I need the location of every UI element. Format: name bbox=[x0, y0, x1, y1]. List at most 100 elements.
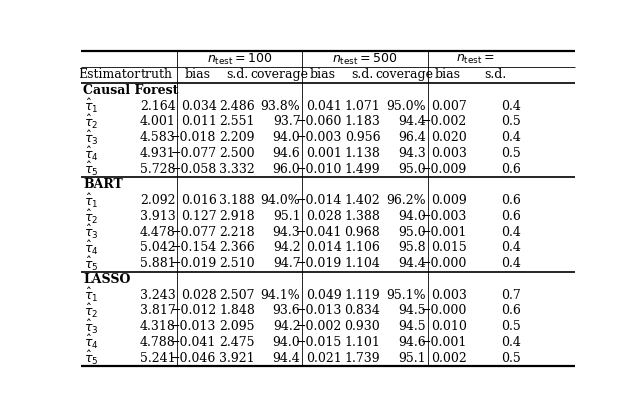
Text: 4.583: 4.583 bbox=[140, 131, 175, 144]
Text: 1.402: 1.402 bbox=[344, 194, 380, 207]
Text: −0.018: −0.018 bbox=[170, 131, 216, 144]
Text: 1.183: 1.183 bbox=[344, 116, 380, 128]
Text: 95.0: 95.0 bbox=[398, 163, 426, 176]
Text: 1.499: 1.499 bbox=[344, 163, 380, 176]
Text: 0.5: 0.5 bbox=[502, 320, 521, 333]
Text: $n_{\mathrm{test}} = 100$: $n_{\mathrm{test}} = 100$ bbox=[207, 52, 273, 66]
Text: 0.016: 0.016 bbox=[180, 194, 216, 207]
Text: 0.001: 0.001 bbox=[306, 147, 342, 160]
Text: $n_{\mathrm{test}} = 500$: $n_{\mathrm{test}} = 500$ bbox=[332, 52, 397, 66]
Text: −0.001: −0.001 bbox=[420, 336, 467, 349]
Text: $\hat{\tau}_2$: $\hat{\tau}_2$ bbox=[84, 113, 99, 131]
Text: s.d.: s.d. bbox=[351, 68, 374, 81]
Text: 0.009: 0.009 bbox=[431, 194, 467, 207]
Text: 0.4: 0.4 bbox=[501, 131, 521, 144]
Text: 5.042: 5.042 bbox=[140, 242, 175, 254]
Text: 95.0: 95.0 bbox=[398, 225, 426, 239]
Text: 1.101: 1.101 bbox=[344, 336, 380, 349]
Text: 0.4: 0.4 bbox=[501, 257, 521, 270]
Text: −0.015: −0.015 bbox=[296, 336, 342, 349]
Text: 0.014: 0.014 bbox=[306, 242, 342, 254]
Text: 3.817: 3.817 bbox=[140, 304, 175, 317]
Text: $n_{\mathrm{test}} =$: $n_{\mathrm{test}} =$ bbox=[456, 52, 495, 66]
Text: $\hat{\tau}_5$: $\hat{\tau}_5$ bbox=[84, 160, 99, 178]
Text: 0.049: 0.049 bbox=[306, 289, 342, 301]
Text: 94.5: 94.5 bbox=[398, 320, 426, 333]
Text: 0.015: 0.015 bbox=[431, 242, 467, 254]
Text: 0.4: 0.4 bbox=[501, 242, 521, 254]
Text: 95.1: 95.1 bbox=[398, 351, 426, 365]
Text: 0.127: 0.127 bbox=[181, 210, 216, 223]
Text: 94.4: 94.4 bbox=[398, 116, 426, 128]
Text: 0.028: 0.028 bbox=[181, 289, 216, 301]
Text: 0.6: 0.6 bbox=[501, 163, 521, 176]
Text: 0.6: 0.6 bbox=[501, 304, 521, 317]
Text: 2.366: 2.366 bbox=[220, 242, 255, 254]
Text: $\hat{\tau}_5$: $\hat{\tau}_5$ bbox=[84, 349, 99, 367]
Text: 0.010: 0.010 bbox=[431, 320, 467, 333]
Text: −0.077: −0.077 bbox=[170, 147, 216, 160]
Text: 0.003: 0.003 bbox=[431, 289, 467, 301]
Text: 1.388: 1.388 bbox=[344, 210, 380, 223]
Text: coverage: coverage bbox=[250, 68, 308, 81]
Text: 3.332: 3.332 bbox=[220, 163, 255, 176]
Text: −0.019: −0.019 bbox=[170, 257, 216, 270]
Text: $\hat{\tau}_3$: $\hat{\tau}_3$ bbox=[84, 318, 99, 336]
Text: $\hat{\tau}_4$: $\hat{\tau}_4$ bbox=[84, 145, 99, 163]
Text: coverage: coverage bbox=[376, 68, 434, 81]
Text: −0.000: −0.000 bbox=[420, 304, 467, 317]
Text: 0.002: 0.002 bbox=[431, 351, 467, 365]
Text: BART: BART bbox=[83, 178, 124, 192]
Text: 95.1: 95.1 bbox=[273, 210, 300, 223]
Text: 1.119: 1.119 bbox=[344, 289, 380, 301]
Text: −0.002: −0.002 bbox=[420, 116, 467, 128]
Text: −0.002: −0.002 bbox=[296, 320, 342, 333]
Text: s.d.: s.d. bbox=[226, 68, 248, 81]
Text: Estimator: Estimator bbox=[78, 68, 140, 81]
Text: 0.930: 0.930 bbox=[344, 320, 380, 333]
Text: 0.4: 0.4 bbox=[501, 100, 521, 113]
Text: 3.243: 3.243 bbox=[140, 289, 175, 301]
Text: 0.028: 0.028 bbox=[306, 210, 342, 223]
Text: 2.209: 2.209 bbox=[220, 131, 255, 144]
Text: 4.001: 4.001 bbox=[140, 116, 175, 128]
Text: 94.5: 94.5 bbox=[398, 304, 426, 317]
Text: 94.6: 94.6 bbox=[273, 147, 300, 160]
Text: 0.834: 0.834 bbox=[344, 304, 380, 317]
Text: −0.000: −0.000 bbox=[420, 257, 467, 270]
Text: 96.2%: 96.2% bbox=[386, 194, 426, 207]
Text: $\hat{\tau}_3$: $\hat{\tau}_3$ bbox=[84, 128, 99, 147]
Text: bias: bias bbox=[435, 68, 461, 81]
Text: 93.8%: 93.8% bbox=[260, 100, 300, 113]
Text: −0.060: −0.060 bbox=[296, 116, 342, 128]
Text: 94.4: 94.4 bbox=[398, 257, 426, 270]
Text: 0.020: 0.020 bbox=[431, 131, 467, 144]
Text: $\hat{\tau}_4$: $\hat{\tau}_4$ bbox=[84, 333, 99, 351]
Text: 95.8: 95.8 bbox=[398, 242, 426, 254]
Text: −0.013: −0.013 bbox=[170, 320, 216, 333]
Text: 94.6: 94.6 bbox=[398, 336, 426, 349]
Text: −0.003: −0.003 bbox=[296, 131, 342, 144]
Text: $\hat{\tau}_3$: $\hat{\tau}_3$ bbox=[84, 223, 99, 241]
Text: truth: truth bbox=[141, 68, 173, 81]
Text: 94.2: 94.2 bbox=[273, 320, 300, 333]
Text: 0.034: 0.034 bbox=[180, 100, 216, 113]
Text: 1.138: 1.138 bbox=[344, 147, 380, 160]
Text: 0.956: 0.956 bbox=[344, 131, 380, 144]
Text: 4.788: 4.788 bbox=[140, 336, 175, 349]
Text: $\hat{\tau}_2$: $\hat{\tau}_2$ bbox=[84, 302, 99, 320]
Text: 0.5: 0.5 bbox=[502, 147, 521, 160]
Text: 4.478: 4.478 bbox=[140, 225, 175, 239]
Text: 2.486: 2.486 bbox=[220, 100, 255, 113]
Text: −0.019: −0.019 bbox=[296, 257, 342, 270]
Text: 0.021: 0.021 bbox=[306, 351, 342, 365]
Text: 5.728: 5.728 bbox=[140, 163, 175, 176]
Text: 94.1%: 94.1% bbox=[260, 289, 300, 301]
Text: 2.164: 2.164 bbox=[140, 100, 175, 113]
Text: 95.0%: 95.0% bbox=[386, 100, 426, 113]
Text: LASSO: LASSO bbox=[83, 273, 131, 286]
Text: 93.6: 93.6 bbox=[273, 304, 300, 317]
Text: −0.077: −0.077 bbox=[170, 225, 216, 239]
Text: 96.4: 96.4 bbox=[398, 131, 426, 144]
Text: 94.7: 94.7 bbox=[273, 257, 300, 270]
